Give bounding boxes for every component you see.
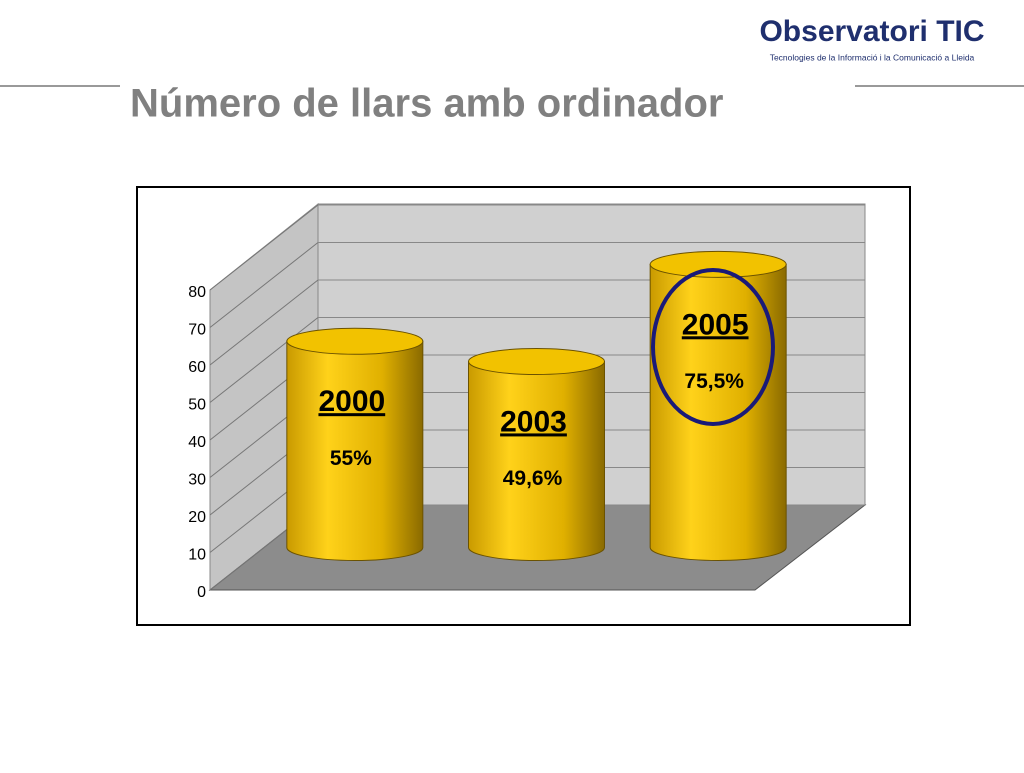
grid-line xyxy=(209,317,319,403)
y-tick-label: 60 xyxy=(188,359,206,376)
y-tick-label: 10 xyxy=(188,547,206,564)
y-tick-label: 0 xyxy=(197,584,206,601)
bar-top xyxy=(468,348,605,375)
category-label: 2000 xyxy=(318,385,385,418)
highlight-circle xyxy=(651,268,775,426)
y-tick-label: 50 xyxy=(188,397,206,414)
bar-top xyxy=(649,250,787,278)
bar xyxy=(468,348,605,561)
category-label: 2003 xyxy=(500,405,567,438)
y-tick-label: 30 xyxy=(188,472,206,489)
value-label: 75,5% xyxy=(684,370,744,393)
bar-top xyxy=(286,327,424,355)
bar xyxy=(286,327,424,561)
value-label: 55% xyxy=(330,447,372,470)
grid-line xyxy=(209,242,319,328)
logo-subtitle: Tecnologies de la Informació i la Comuni… xyxy=(770,52,975,62)
bar-body xyxy=(468,361,605,561)
y-tick-label: 80 xyxy=(188,284,206,301)
bar-body xyxy=(649,263,787,561)
y-tick-label: 40 xyxy=(188,434,206,451)
grid-line xyxy=(209,204,319,291)
value-label: 49,6% xyxy=(503,467,563,490)
grid-line xyxy=(209,279,319,366)
bar xyxy=(649,250,787,561)
chart-title: Número de llars amb ordinador xyxy=(130,82,723,126)
y-tick-label: 70 xyxy=(188,322,206,339)
y-tick-label: 20 xyxy=(188,509,206,526)
plot: 0 10 20 30 40 50 60 70 80 2000 55% 2003 49,6% 2005 75,… xyxy=(188,204,865,601)
logo-title: Observatori TIC xyxy=(759,15,984,48)
bar-body xyxy=(286,340,424,561)
category-label: 2005 xyxy=(682,308,749,341)
